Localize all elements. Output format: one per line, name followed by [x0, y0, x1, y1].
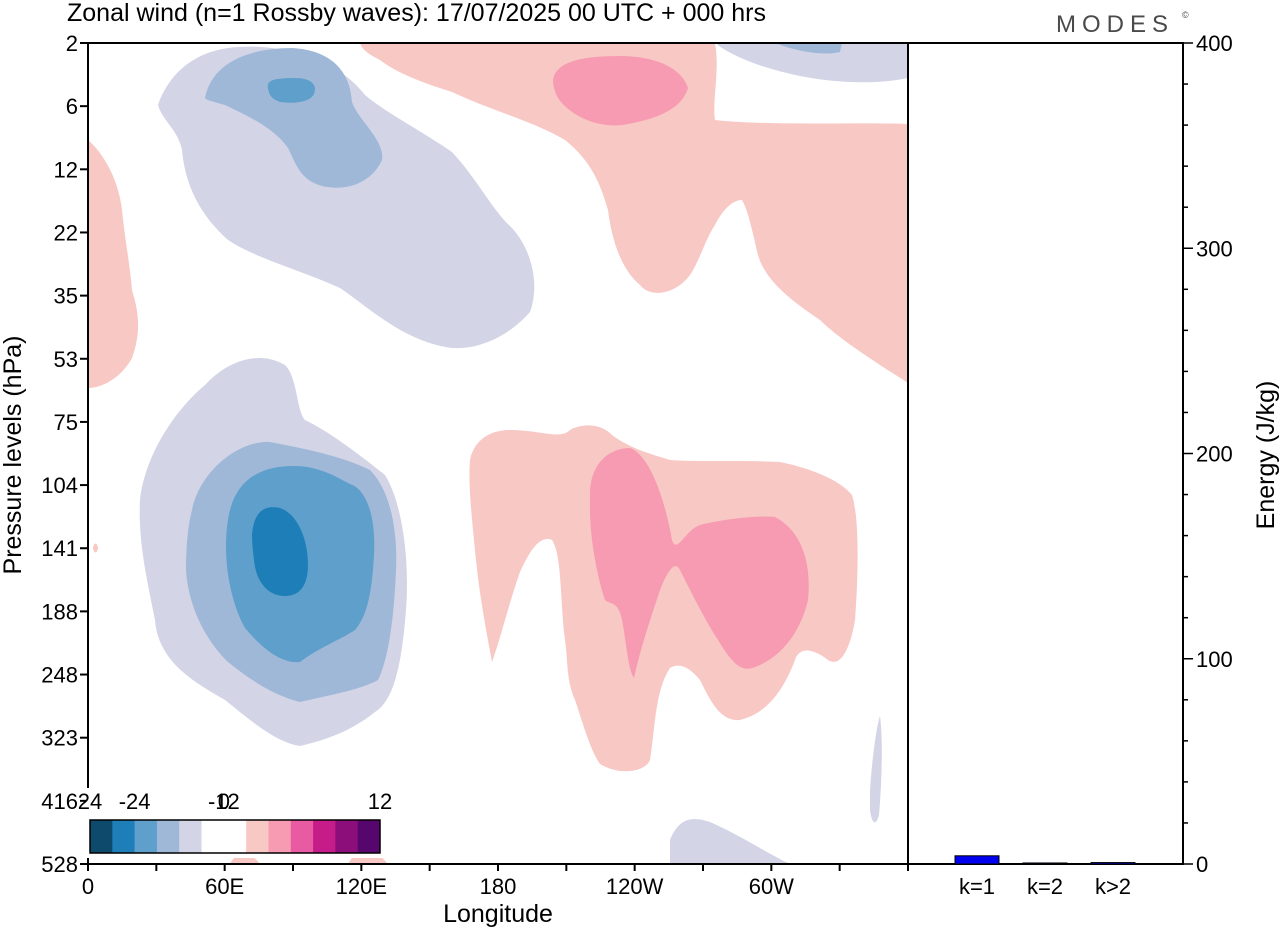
colorbar-swatch: [156, 820, 180, 853]
contour-pos-strat-2: [553, 56, 688, 126]
pressure-tick-label: 2: [66, 31, 78, 56]
colorbar-swatch: [335, 820, 358, 853]
colorbar-swatch: [246, 820, 269, 853]
pressure-tick-label: 416: [41, 789, 78, 814]
pressure-tick-label: 6: [66, 94, 78, 119]
contour-neg-trop-0: [252, 507, 308, 596]
y-axis-title-right: Energy (J/kg): [1252, 381, 1280, 530]
pressure-tick-label: 75: [54, 410, 78, 435]
colorbar: -24 -120 12 24: [78, 788, 392, 858]
contour-neg-strat-2: [205, 48, 383, 188]
colorbar-label: 12: [368, 789, 392, 814]
pressure-tick-label: 104: [41, 473, 78, 498]
contour-pos-trop-2: [590, 448, 809, 678]
energy-plot-frame: [907, 42, 1184, 865]
contour-pos-left-dot: [93, 543, 98, 553]
contour-pos-strat-3: [360, 43, 908, 383]
pressure-axis: 2 6 12 22 35 53 75 104 141 188 248 323 416 528: [41, 31, 88, 877]
colorbar-swatch: [357, 820, 381, 853]
contour-neg-strat-3: [158, 46, 535, 349]
energy-bar-label: k>2: [1095, 874, 1131, 899]
contour-field: [88, 43, 908, 864]
colorbar-label: 0: [218, 789, 230, 814]
energy-bar-k=2: [1022, 862, 1068, 865]
pressure-tick-label: 141: [41, 536, 78, 561]
energy-bar-label: k=1: [959, 874, 995, 899]
y-axis-title-left: Pressure levels (hPa): [0, 336, 27, 575]
colorbar-frame: [89, 819, 381, 854]
energy-tick-label: 200: [1196, 442, 1233, 467]
energy-tick-label: 100: [1196, 647, 1233, 672]
longitude-tick-label: 0: [82, 874, 94, 899]
colorbar-swatch: [112, 820, 135, 853]
pressure-tick-label: 528: [41, 852, 78, 877]
contour-pos-trop-3: [469, 425, 858, 772]
colorbar-swatch: [223, 820, 247, 853]
contour-neg-strat-1: [267, 78, 316, 103]
colorbar-swatch: [134, 820, 158, 853]
chart-title: Zonal wind (n=1 Rossby waves): 17/07/202…: [67, 0, 766, 27]
colorbar-label: 24: [78, 789, 102, 814]
longitude-tick-label: 60W: [749, 874, 794, 899]
contour-neg-surface-blob: [670, 819, 790, 864]
colorbar-label: -24: [119, 789, 151, 814]
contour-neg-top-right: [715, 43, 908, 83]
pressure-tick-label: 248: [41, 663, 78, 688]
pressure-tick-label: 12: [54, 157, 78, 182]
colorbar-swatch: [313, 820, 336, 853]
colorbar-label: -12: [208, 789, 240, 814]
colorbar-swatch: [290, 820, 314, 853]
energy-tick-label: 0: [1196, 852, 1208, 877]
pressure-tick-label: 188: [41, 599, 78, 624]
energy-tick-label: 400: [1196, 31, 1233, 56]
energy-bar-k=1: [954, 855, 1000, 865]
modes-logo: MODES: [1056, 11, 1174, 38]
colorbar-swatch: [268, 820, 292, 853]
longitude-axis: 0 60E 120E 180 120W 60W: [82, 864, 909, 899]
contour-pos-left-edge: [88, 140, 139, 388]
longitude-tick-label: 60E: [205, 874, 244, 899]
longitude-tick-label: 120W: [606, 874, 664, 899]
energy-tick-label: 300: [1196, 236, 1233, 261]
x-axis-title: Longitude: [443, 900, 553, 928]
energy-axis: 0 100 200 300 400: [1183, 31, 1233, 877]
energy-bar-k>2: [1090, 862, 1136, 865]
colorbar-swatch: [90, 820, 113, 853]
modes-logo-mark: ©: [1182, 10, 1189, 20]
contour-pos-strat-left: [380, 43, 440, 51]
contour-neg-top-right-2: [775, 43, 842, 54]
pressure-tick-label: 22: [54, 220, 78, 245]
pressure-tick-label: 53: [54, 347, 78, 372]
longitude-tick-label: 180: [480, 874, 517, 899]
energy-bar-label: k=2: [1027, 874, 1063, 899]
pressure-tick-label: 323: [41, 726, 78, 751]
colorbar-swatch: [201, 820, 225, 853]
contour-neg-surface-strip: [870, 716, 882, 823]
colorbar-swatch: [179, 820, 202, 853]
longitude-tick-label: 120E: [336, 874, 387, 899]
energy-bars: k=1 k=2 k>2: [954, 855, 1136, 899]
pressure-tick-label: 35: [54, 284, 78, 309]
